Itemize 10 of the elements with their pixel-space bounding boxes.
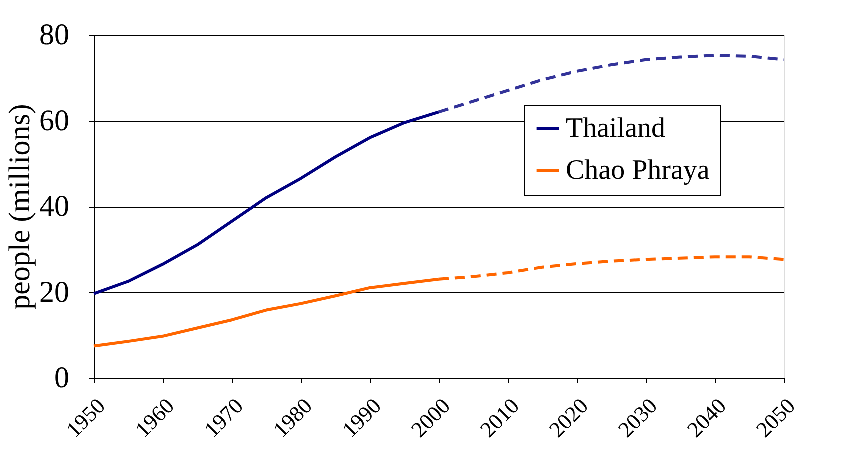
y-tick-label: 20 [40, 276, 70, 309]
line-series [438, 54, 786, 114]
y-tick-label: 60 [40, 104, 70, 138]
y-tick-label: 80 [40, 18, 70, 52]
y-axis-title: people (millions) [4, 104, 36, 310]
line-series [92, 110, 440, 296]
legend-label: Chao Phraya [566, 155, 710, 186]
y-tick-label: 0 [54, 362, 70, 394]
y-tick-label: 40 [40, 190, 70, 223]
legend-label: Thailand [566, 113, 666, 144]
